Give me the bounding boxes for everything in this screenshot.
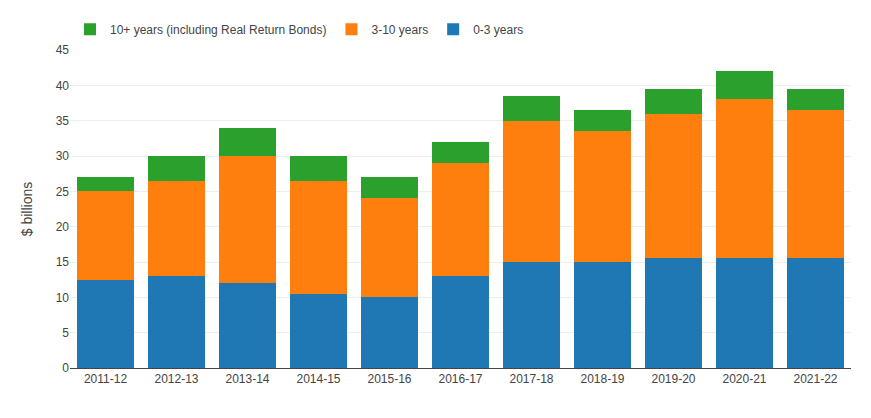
svg-text:15: 15 xyxy=(56,255,70,269)
svg-text:2019-20: 2019-20 xyxy=(651,372,695,386)
svg-text:$ billions: $ billions xyxy=(19,182,35,236)
svg-text:10: 10 xyxy=(56,291,70,305)
svg-text:2012-13: 2012-13 xyxy=(154,372,198,386)
svg-text:2011-12: 2011-12 xyxy=(84,372,127,386)
svg-text:2021-22: 2021-22 xyxy=(793,372,837,386)
svg-text:2016-17: 2016-17 xyxy=(438,372,482,386)
svg-text:2018-19: 2018-19 xyxy=(580,372,624,386)
svg-text:2015-16: 2015-16 xyxy=(367,372,411,386)
svg-text:35: 35 xyxy=(56,114,70,128)
svg-text:30: 30 xyxy=(56,149,70,163)
svg-text:0: 0 xyxy=(62,361,69,375)
svg-text:40: 40 xyxy=(56,79,70,93)
svg-text:20: 20 xyxy=(56,220,70,234)
svg-text:2013-14: 2013-14 xyxy=(225,372,269,386)
svg-text:0-3 years: 0-3 years xyxy=(473,23,523,37)
svg-text:10+ years (including Real Retu: 10+ years (including Real Return Bonds) xyxy=(110,23,326,37)
svg-text:3-10 years: 3-10 years xyxy=(371,23,428,37)
svg-text:5: 5 xyxy=(62,326,69,340)
svg-text:25: 25 xyxy=(56,185,70,199)
svg-text:45: 45 xyxy=(56,43,70,57)
svg-text:2017-18: 2017-18 xyxy=(509,372,553,386)
svg-text:2020-21: 2020-21 xyxy=(722,372,766,386)
svg-text:2014-15: 2014-15 xyxy=(296,372,340,386)
